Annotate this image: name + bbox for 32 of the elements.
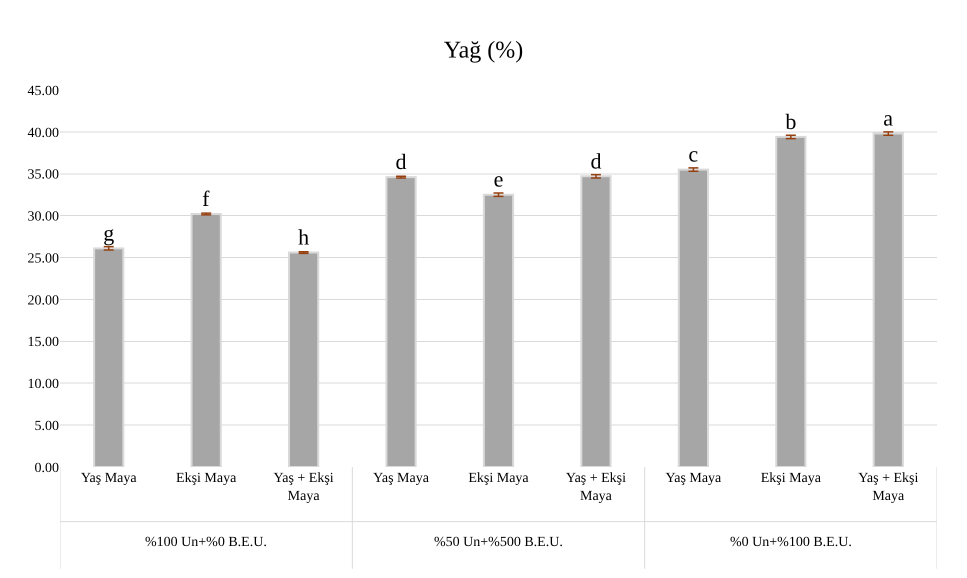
y-tick-label: 35.00	[28, 168, 59, 183]
x-tick-label: Ekşi Maya	[468, 471, 530, 486]
x-tick-label: Ekşi Maya	[760, 471, 822, 486]
data-label: d	[590, 148, 602, 174]
y-tick-label: 25.00	[28, 251, 59, 266]
data-label: g	[103, 220, 114, 246]
x-tick-label: Yaş Maya	[80, 471, 138, 486]
y-tick-label: 45.00	[28, 84, 59, 99]
chart-title: Yağ (%)	[444, 37, 524, 64]
x-tick-label: Yaş + Ekşi Maya	[566, 471, 626, 504]
text: %50 Un+%500 B.E.U.	[434, 535, 563, 550]
y-tick-label: 10.00	[28, 377, 59, 392]
text: %100 Un+%0 B.E.U.	[145, 535, 267, 550]
y-tick-label: 20.00	[28, 293, 59, 308]
y-tick-label: 30.00	[28, 210, 59, 225]
x-tick-label: Yaş Maya	[666, 471, 722, 486]
data-label: d	[396, 149, 407, 174]
x-tick-label: Yaş + Ekşi Maya	[858, 471, 918, 504]
y-tick-label: 40.00	[28, 126, 59, 141]
x-tick-label: Yaş + Ekşi Maya	[274, 471, 334, 504]
x-tick-label: Yaş Maya	[373, 471, 430, 486]
data-label: b	[785, 108, 796, 134]
data-label: h	[298, 224, 310, 250]
y-tick-label: 0.00	[34, 460, 59, 476]
x-tick-label: Ekşi Maya	[176, 471, 238, 486]
y-tick-label: 5.00	[34, 419, 59, 434]
y-tick-label: 15.00	[28, 335, 59, 350]
data-label: a	[883, 106, 894, 131]
data-label: e	[494, 166, 504, 192]
data-label: c	[688, 142, 698, 167]
text: %0 Un+%100 B.E.U.	[730, 535, 852, 550]
data-label: f	[202, 186, 210, 211]
